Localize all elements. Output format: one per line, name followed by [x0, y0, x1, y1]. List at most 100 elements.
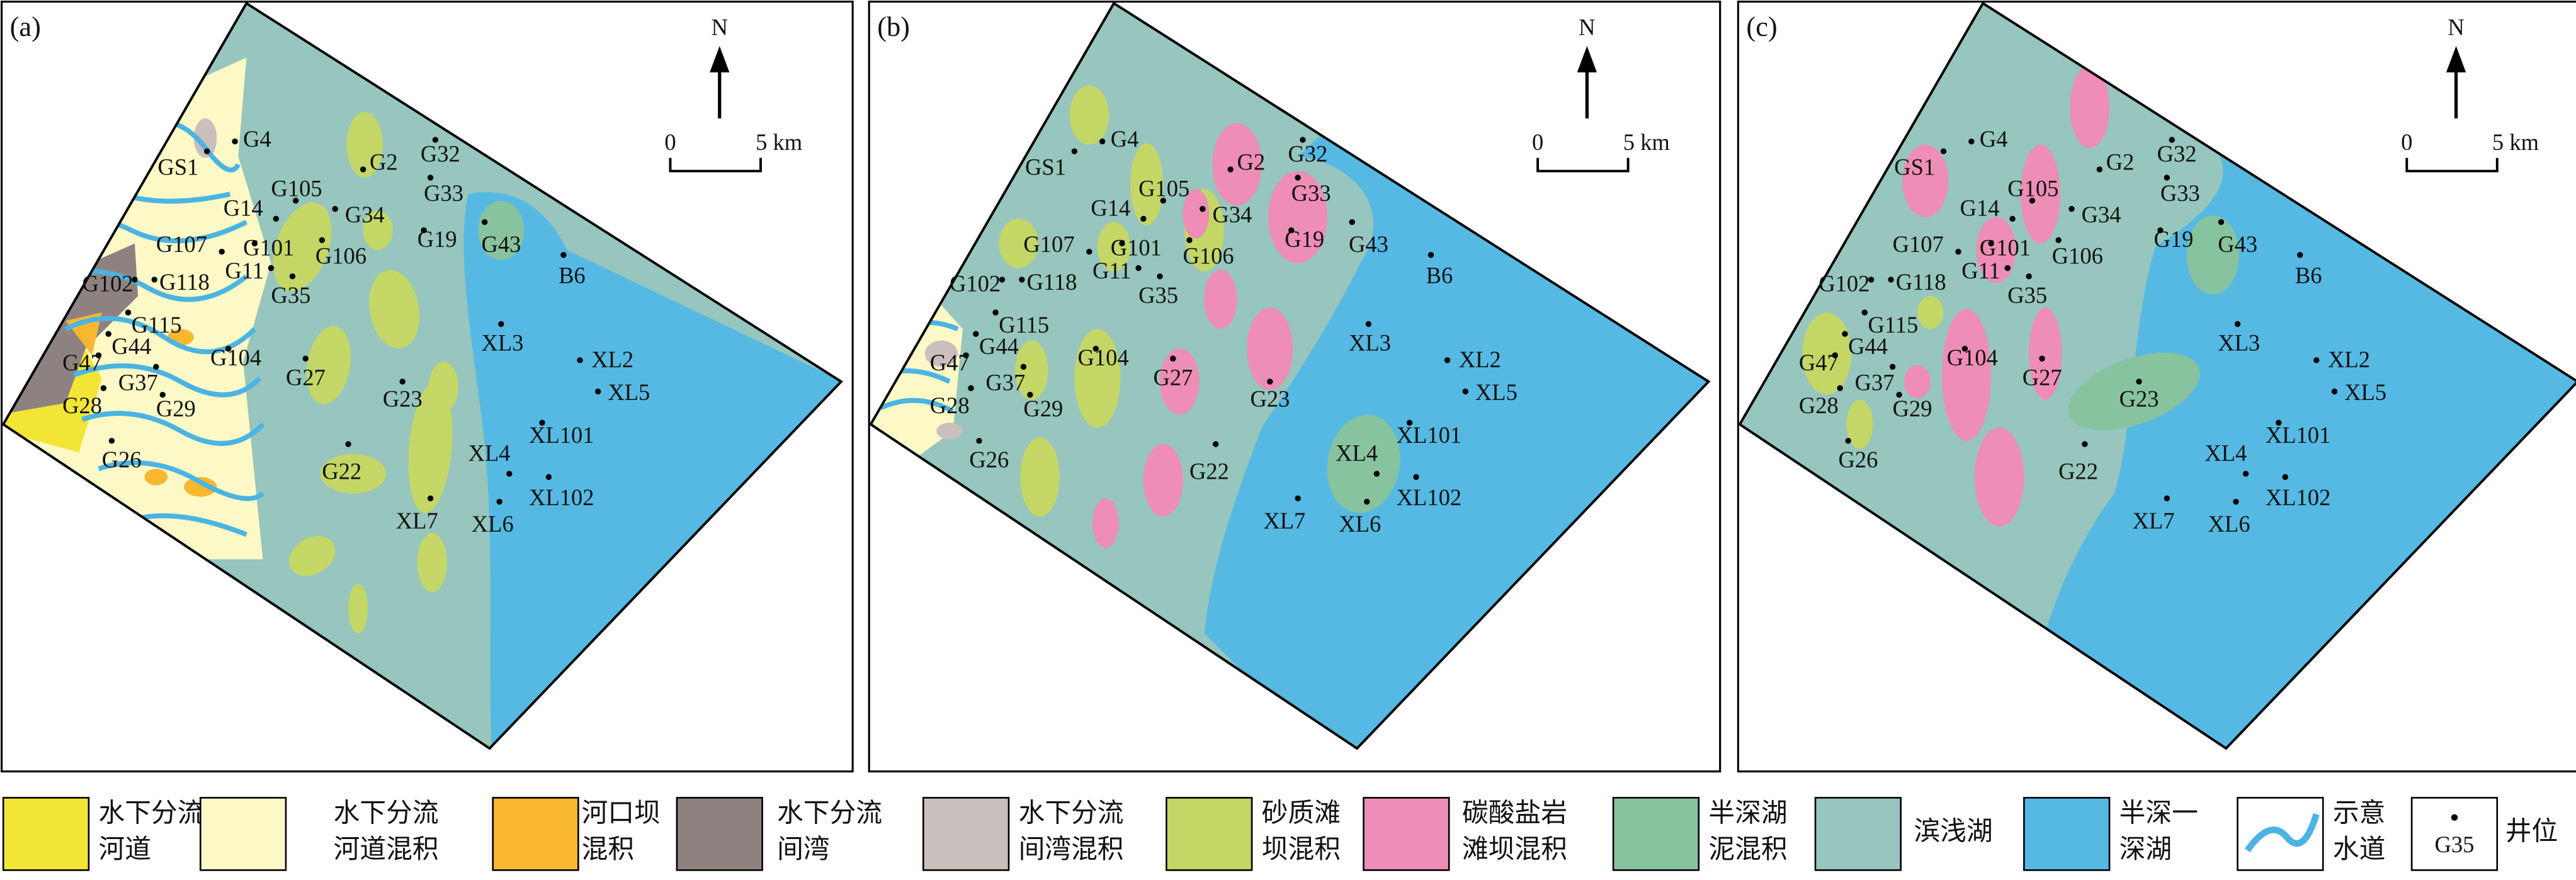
well-dot [132, 277, 138, 283]
well-label: G44 [111, 333, 151, 359]
well-dot [963, 352, 969, 358]
legend-swatch [1814, 797, 1902, 871]
well-label: XL7 [1263, 508, 1305, 534]
well-dot [1940, 148, 1947, 154]
facies-area [1917, 296, 1944, 329]
scale-label: 0 [2401, 129, 2412, 155]
well-dot [1288, 227, 1295, 234]
legend-label: 水下分流 [1019, 799, 1124, 828]
well-dot [2068, 205, 2075, 212]
well-dot [159, 391, 166, 398]
well-dot [427, 174, 434, 181]
well-label: G34 [1212, 202, 1252, 227]
well-dot [1832, 352, 1839, 358]
facies-layer [870, 85, 1709, 749]
well-dot [399, 379, 406, 385]
legend-label: 河道混积 [334, 835, 439, 864]
facies-area [1204, 98, 1709, 749]
well-label: G2 [370, 149, 398, 175]
scale-bar [1536, 157, 1630, 173]
well-label: G19 [417, 226, 457, 252]
well-label: G104 [1078, 345, 1129, 370]
legend-label: 半深一 [2119, 799, 2198, 828]
facies-area [1020, 437, 1060, 517]
well-label: G43 [2218, 231, 2257, 257]
well-dot [999, 277, 1006, 283]
well-dot [289, 273, 296, 280]
well-dot [153, 363, 159, 370]
channel [81, 411, 265, 446]
well-dot [427, 495, 434, 501]
well-dot [1027, 391, 1033, 398]
well-dot [2276, 420, 2282, 426]
well-label: G105 [271, 175, 322, 201]
north-arrow-head [1577, 46, 1597, 72]
well-label: G2 [1237, 149, 1266, 175]
legend-label: 水下分流 [777, 799, 882, 828]
well-dot [1968, 138, 1975, 145]
well-dot [1086, 248, 1092, 255]
legend-label: 水下分流 [99, 799, 204, 828]
well-dot [100, 385, 107, 391]
facies-area [1204, 270, 1237, 329]
well-dot [1092, 345, 1099, 352]
well-label: XL6 [472, 511, 514, 537]
legend-label: 混积 [582, 835, 634, 864]
legend-swatch [1612, 797, 1700, 871]
facies-area [320, 454, 387, 494]
facies-area [1159, 348, 1200, 415]
legend-label: 河道 [99, 835, 151, 864]
facies-area [1846, 399, 1873, 449]
well-label: G22 [322, 458, 361, 484]
legend-label: 间湾 [777, 835, 829, 864]
map-outline [1, 1, 843, 750]
facies-area [428, 362, 458, 411]
north-arrow-head [710, 46, 730, 72]
well-dot [545, 474, 552, 480]
well-dot [973, 331, 979, 337]
well-dot [1427, 252, 1434, 258]
facies-area [2029, 307, 2062, 400]
well-dot [1845, 438, 1851, 444]
well-dot [2157, 227, 2164, 234]
well-label: XL6 [1339, 511, 1381, 537]
well-dot [1019, 277, 1025, 283]
panel-frame [1, 1, 854, 773]
well-label: XL5 [2344, 379, 2386, 405]
well-label: XL101 [1397, 422, 1461, 448]
scale-label: 5 km [756, 129, 802, 155]
well-label: XL7 [396, 508, 438, 534]
well-label: XL2 [591, 346, 633, 372]
channel [879, 397, 955, 414]
well-dot [95, 352, 102, 358]
well-dot [2039, 355, 2045, 362]
well-dot [2029, 197, 2036, 204]
well-label: XL4 [1336, 440, 1378, 466]
well-dot [1842, 331, 1848, 337]
panel-frame [1737, 1, 2576, 773]
well-dot [1160, 197, 1166, 204]
well-label: G106 [315, 243, 366, 268]
legend-label: 间湾混积 [1019, 835, 1124, 864]
well-dot [2009, 215, 2016, 222]
well-label: G27 [1154, 365, 1193, 391]
well-dot [1213, 441, 1219, 447]
legend-label: 砂质滩 [1262, 799, 1341, 828]
scale-label: 5 km [2492, 129, 2539, 155]
well-label: XL4 [468, 440, 511, 466]
well-label: B6 [1426, 263, 1453, 289]
legend-label: 泥混积 [1708, 835, 1787, 864]
facies-area [408, 382, 453, 513]
well-label: G106 [1183, 243, 1234, 268]
scale-label: 5 km [1623, 129, 1670, 155]
north-label: N [1579, 14, 1595, 40]
well-dot [2331, 388, 2338, 395]
facies-area [363, 210, 393, 250]
well-label: G22 [2058, 458, 2098, 484]
well-label: B6 [559, 263, 586, 289]
well-dot [225, 345, 232, 352]
well-dot [302, 355, 309, 362]
well-label: G37 [1855, 369, 1895, 395]
well-dot [1364, 498, 1370, 505]
well-label: XL102 [2266, 484, 2330, 510]
